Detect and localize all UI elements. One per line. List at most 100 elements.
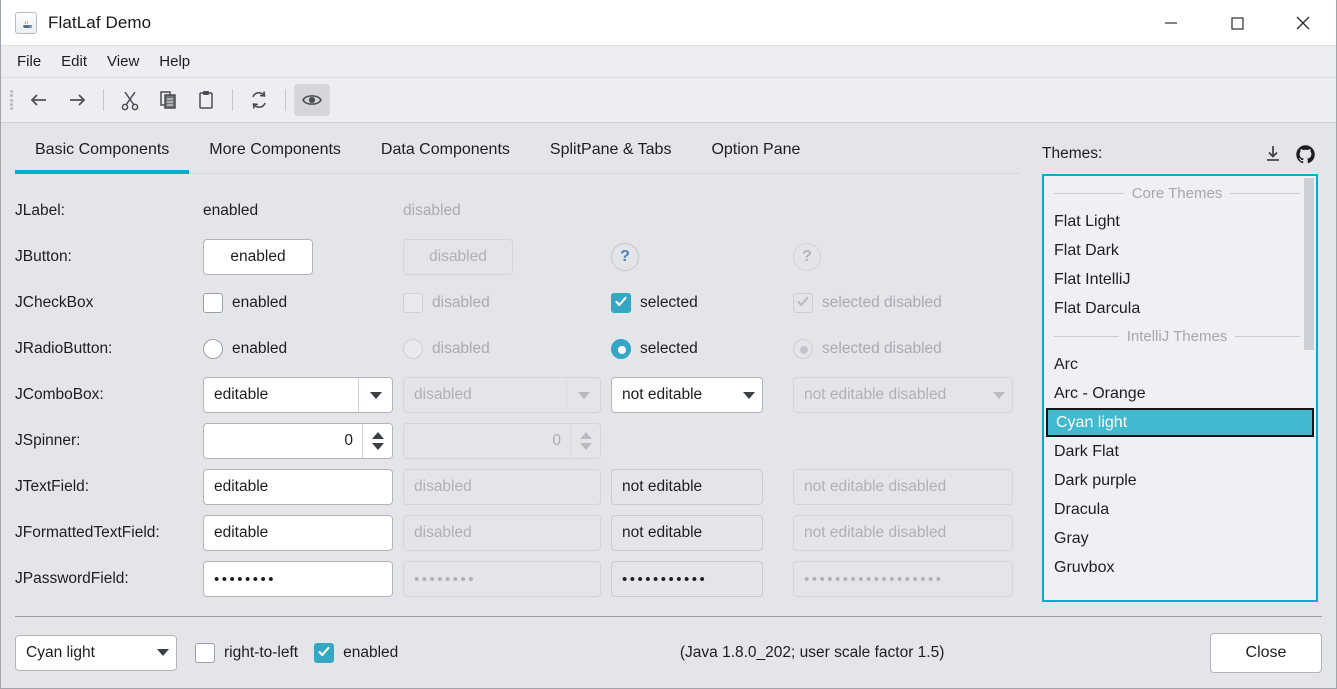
combobox-not-editable-disabled-value: not editable disabled	[804, 386, 947, 403]
textfield-not-editable[interactable]: not editable	[611, 469, 763, 505]
tab-splitpane-tabs[interactable]: SplitPane & Tabs	[549, 141, 672, 158]
list-item[interactable]: Dark purple	[1054, 471, 1137, 489]
spinner-disabled: 0	[403, 423, 601, 459]
copy-icon[interactable]	[150, 84, 186, 116]
forward-icon[interactable]	[59, 84, 95, 116]
jformattedtextfield-row-label: JFormattedTextField:	[15, 524, 160, 541]
enabled-label: enabled	[343, 643, 399, 661]
passwordfield-editable[interactable]: ••••••••	[203, 561, 393, 597]
refresh-icon[interactable]	[241, 84, 277, 116]
list-item[interactable]: Flat IntelliJ	[1054, 270, 1131, 288]
toolbar-separator	[103, 89, 104, 111]
basic-components-form: JLabel: enabled disabled JButton: enable…	[15, 174, 1020, 602]
list-item[interactable]: Gray	[1054, 529, 1089, 547]
tab-more-components[interactable]: More Components	[209, 141, 341, 158]
jlabel-enabled: enabled	[203, 202, 259, 219]
list-item[interactable]: Gruvbox	[1054, 558, 1115, 576]
cut-icon[interactable]	[112, 84, 148, 116]
tool-bar	[1, 78, 1336, 123]
themes-scrollbar-thumb[interactable]	[1304, 178, 1314, 350]
toolbar-drag-handle[interactable]	[7, 87, 17, 113]
checkbox-unchecked-icon[interactable]	[203, 293, 223, 313]
list-item[interactable]: Flat Light	[1054, 212, 1120, 230]
radio-enabled[interactable]: enabled	[203, 339, 287, 359]
themes-pane: Themes:	[1034, 123, 1336, 616]
textfield-editable[interactable]: editable	[203, 469, 393, 505]
list-item[interactable]: Dracula	[1054, 500, 1110, 518]
enabled-checkbox[interactable]: enabled	[314, 642, 399, 663]
theme-select-value[interactable]: Cyan light	[26, 643, 95, 661]
combobox-editable-value[interactable]: editable	[214, 386, 269, 403]
back-icon[interactable]	[21, 84, 57, 116]
menu-view[interactable]: View	[107, 53, 140, 70]
checkbox-checked-icon-enabled[interactable]	[314, 642, 335, 663]
jspinner-empty-cell-2	[793, 418, 1023, 464]
checkbox-enabled[interactable]: enabled	[203, 293, 287, 313]
list-item[interactable]: Dark Flat	[1054, 442, 1119, 460]
combobox-disabled: disabled	[403, 377, 601, 413]
textfield-disabled: disabled	[403, 469, 601, 505]
chevron-down-icon[interactable]	[358, 378, 392, 412]
jtextfield-row-label: JTextField:	[15, 478, 90, 495]
theme-select[interactable]: Cyan light	[15, 634, 177, 671]
checkbox-unchecked-icon-rtl[interactable]	[195, 642, 215, 663]
themes-list[interactable]: Core Themes Flat Light Flat Dark Flat In…	[1042, 174, 1318, 602]
tab-basic-components[interactable]: Basic Components	[15, 141, 190, 174]
close-dialog-button[interactable]: Close	[1210, 632, 1322, 673]
tab-option-pane[interactable]: Option Pane	[711, 141, 801, 158]
checkbox-selected-disabled: selected disabled	[793, 293, 942, 313]
tab-bar: Basic Components More Components Data Co…	[15, 127, 1020, 174]
list-item[interactable]: Flat Darcula	[1054, 299, 1141, 317]
spinner-buttons[interactable]	[362, 424, 392, 458]
list-item-selected[interactable]: Cyan light	[1046, 408, 1314, 437]
bottom-bar: Cyan light right-to-left enabled (Java 1…	[15, 616, 1322, 688]
checkbox-checked-disabled-icon	[793, 293, 813, 313]
close-button[interactable]	[1270, 0, 1336, 46]
toolbar-separator	[285, 89, 286, 111]
combobox-not-editable[interactable]: not editable	[611, 377, 763, 413]
checkbox-disabled: disabled	[403, 293, 490, 313]
jcombobox-row-label: JComboBox:	[15, 386, 104, 403]
combobox-editable[interactable]: editable	[203, 377, 393, 413]
formattedtextfield-not-editable[interactable]: not editable	[611, 515, 763, 551]
list-item[interactable]: Arc - Orange	[1054, 384, 1146, 402]
radio-enabled-label: enabled	[232, 340, 288, 357]
radio-selected-icon[interactable]	[611, 339, 631, 359]
chevron-down-icon-3	[986, 378, 1012, 412]
radio-unselected-icon[interactable]	[203, 339, 223, 359]
checkbox-checked-icon[interactable]	[611, 293, 631, 313]
menu-edit[interactable]: Edit	[61, 53, 88, 70]
chevron-down-icon-theme-select[interactable]	[150, 636, 176, 670]
paste-icon[interactable]	[188, 84, 224, 116]
checkbox-selected[interactable]: selected	[611, 293, 698, 313]
tab-data-components[interactable]: Data Components	[380, 141, 510, 158]
right-to-left-checkbox[interactable]: right-to-left	[195, 642, 298, 663]
download-icon[interactable]	[1260, 141, 1286, 167]
minimize-button[interactable]	[1138, 0, 1204, 46]
formattedtextfield-not-editable-disabled: not editable disabled	[793, 515, 1013, 551]
passwordfield-not-editable[interactable]: •••••••••••	[611, 561, 763, 597]
themes-section-header: Core Themes	[1044, 180, 1316, 207]
passwordfield-not-editable-disabled: ••••••••••••••••••	[793, 561, 1013, 597]
maximize-button[interactable]	[1204, 0, 1270, 46]
combobox-not-editable-value[interactable]: not editable	[622, 386, 703, 403]
github-icon[interactable]	[1292, 141, 1318, 167]
help-button-enabled[interactable]: ?	[611, 243, 639, 271]
spinner-enabled[interactable]: 0	[203, 423, 393, 459]
radio-unselected-disabled-icon	[403, 339, 423, 359]
chevron-down-icon-2[interactable]	[736, 378, 762, 412]
menu-help[interactable]: Help	[159, 53, 191, 70]
list-item[interactable]: Arc	[1054, 355, 1078, 373]
components-pane: Basic Components More Components Data Co…	[1, 123, 1034, 616]
radio-disabled-label: disabled	[432, 340, 490, 357]
eye-icon[interactable]	[294, 84, 330, 116]
passwordfield-disabled: ••••••••	[403, 561, 601, 597]
spinner-down-icon	[371, 443, 384, 450]
list-item[interactable]: Flat Dark	[1054, 241, 1119, 259]
formattedtextfield-editable[interactable]: editable	[203, 515, 393, 551]
spinner-value[interactable]: 0	[344, 432, 353, 449]
radio-selected[interactable]: selected	[611, 339, 698, 359]
menu-file[interactable]: File	[17, 53, 42, 70]
jbutton-enabled[interactable]: enabled	[203, 239, 313, 275]
title-bar: FlatLaf Demo	[1, 0, 1336, 46]
